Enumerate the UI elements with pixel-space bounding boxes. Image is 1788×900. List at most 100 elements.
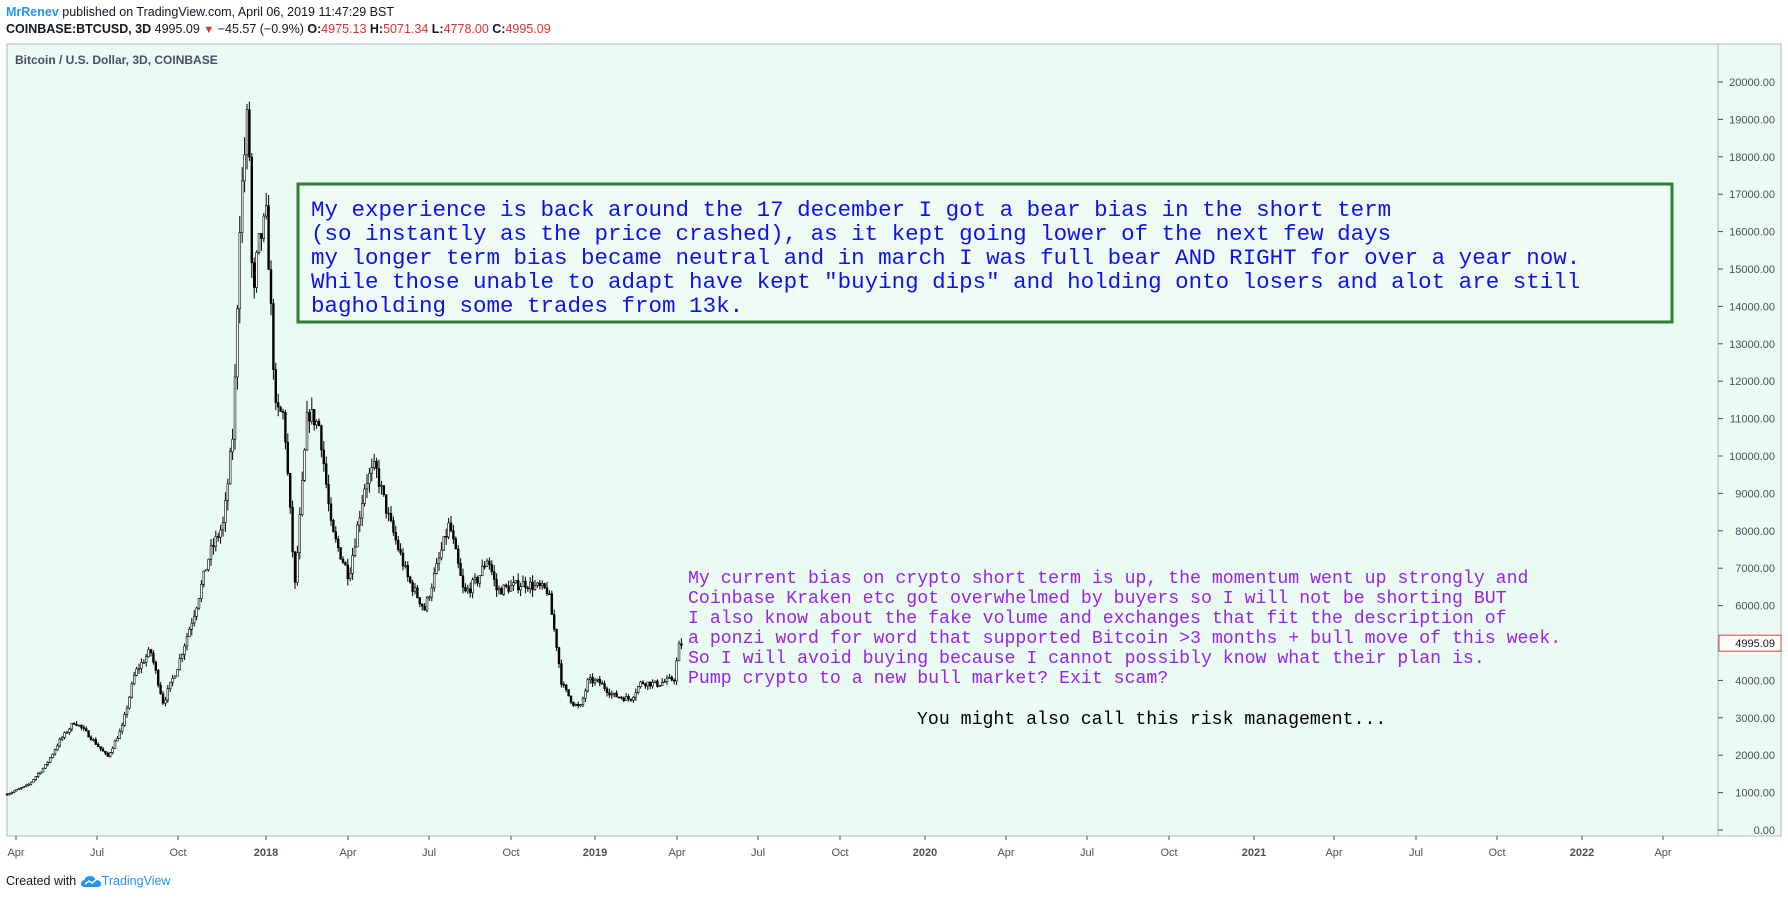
candle-body [190,622,193,630]
candle-body [284,412,287,443]
candle-body [603,683,606,689]
candle-body [269,269,273,304]
candle-body [293,551,297,583]
candle-body [620,696,623,699]
current-bias-note-line: Coinbase Kraken etc got overwhelmed by b… [688,589,1507,609]
candle-body [44,764,47,769]
candle-body [516,580,520,591]
candle-body [663,681,666,684]
y-tick-label: 14000.00 [1729,301,1775,313]
candle-body [533,584,537,590]
candle-body [543,583,546,589]
candle-body [181,654,184,659]
candle-body [89,736,93,741]
candle-body [233,376,237,440]
candle-body [435,563,438,574]
candle-body [113,740,117,749]
created-with-label: Created with [6,874,77,888]
candle-body [48,757,52,763]
candle-body [320,425,323,451]
candle-body [490,564,493,573]
candle-body [423,605,426,611]
y-tick-label: 12000.00 [1729,376,1775,388]
y-tick-label: 2000.00 [1735,750,1775,762]
y-tick-label: 3000.00 [1735,713,1775,725]
x-tick-label: 2021 [1242,847,1266,859]
candle-body [478,575,481,584]
candle-body [329,503,333,521]
candle-body [658,685,662,687]
candle-body [584,690,587,699]
candle-body [305,412,309,451]
candle-body [576,704,580,707]
candle-body [360,503,364,519]
author-link[interactable]: MrRenev [6,5,59,19]
candle-body [392,520,395,533]
candle-body [111,748,114,753]
y-tick-label: 18000.00 [1729,152,1775,164]
candle-body [34,776,38,780]
candle-body [257,233,261,253]
candle-body [473,577,477,581]
candle-body [442,536,445,551]
candle-body [336,538,340,548]
bear-bias-note-line: bagholding some trades from 13k. [311,293,743,319]
candle-body [154,661,157,671]
candle-body [262,215,265,239]
candle-body [97,744,100,747]
candle-body [653,680,657,683]
candle-body [123,714,126,726]
high-label: H: [369,22,384,36]
candle-body [636,686,640,693]
candle-body [322,449,325,465]
x-axis-ticks: Apr Jul Oct 2018 Apr Jul Oct 2019 Apr Jul Oct 2020 A… [7,836,1672,859]
candle-body [656,680,659,687]
annotation-box[interactable] [296,182,1674,324]
candle-body [593,679,597,684]
candle-body [58,738,62,747]
candle-body [548,593,551,596]
low-value: 4778.00 [443,22,489,36]
candle-body [344,562,347,566]
candle-body [351,555,354,574]
candle-body [5,793,9,796]
plot-area[interactable] [6,43,1719,837]
candle-body [648,681,652,687]
candle-body [176,669,179,677]
candle-body [109,752,112,757]
candle-body [545,587,549,595]
x-tick-label: Apr [997,847,1014,859]
candle-body [332,520,335,533]
x-tick-label: Jul [1080,847,1094,859]
candle-body [185,636,189,647]
x-tick-label: Oct [1488,847,1505,859]
candle-body [214,536,217,547]
tradingview-link[interactable]: TradingView [101,874,171,888]
candle-body [550,593,554,615]
candle-body [77,724,81,727]
price-axis[interactable] [1717,43,1782,837]
x-tick-label: Oct [169,847,186,859]
candle-body [272,303,275,371]
candle-body [449,522,453,532]
y-tick-label: 16000.00 [1729,227,1775,239]
candle-body [454,538,457,550]
candle-body [605,688,609,693]
footer: Created with TradingView [6,874,170,889]
candle-body [224,500,227,523]
candle-body [651,682,654,687]
candle-body [341,558,345,563]
candle-body [540,583,544,587]
candle-body [241,180,244,233]
candle-body [432,573,436,589]
candle-body [440,549,443,559]
candle-body [456,548,460,564]
candle-body [471,579,474,594]
candle-body [300,480,304,515]
candle-body [430,587,433,598]
candle-body [368,472,371,484]
candle-body [574,704,578,706]
candle-body [528,581,532,590]
candle-body [135,668,138,676]
